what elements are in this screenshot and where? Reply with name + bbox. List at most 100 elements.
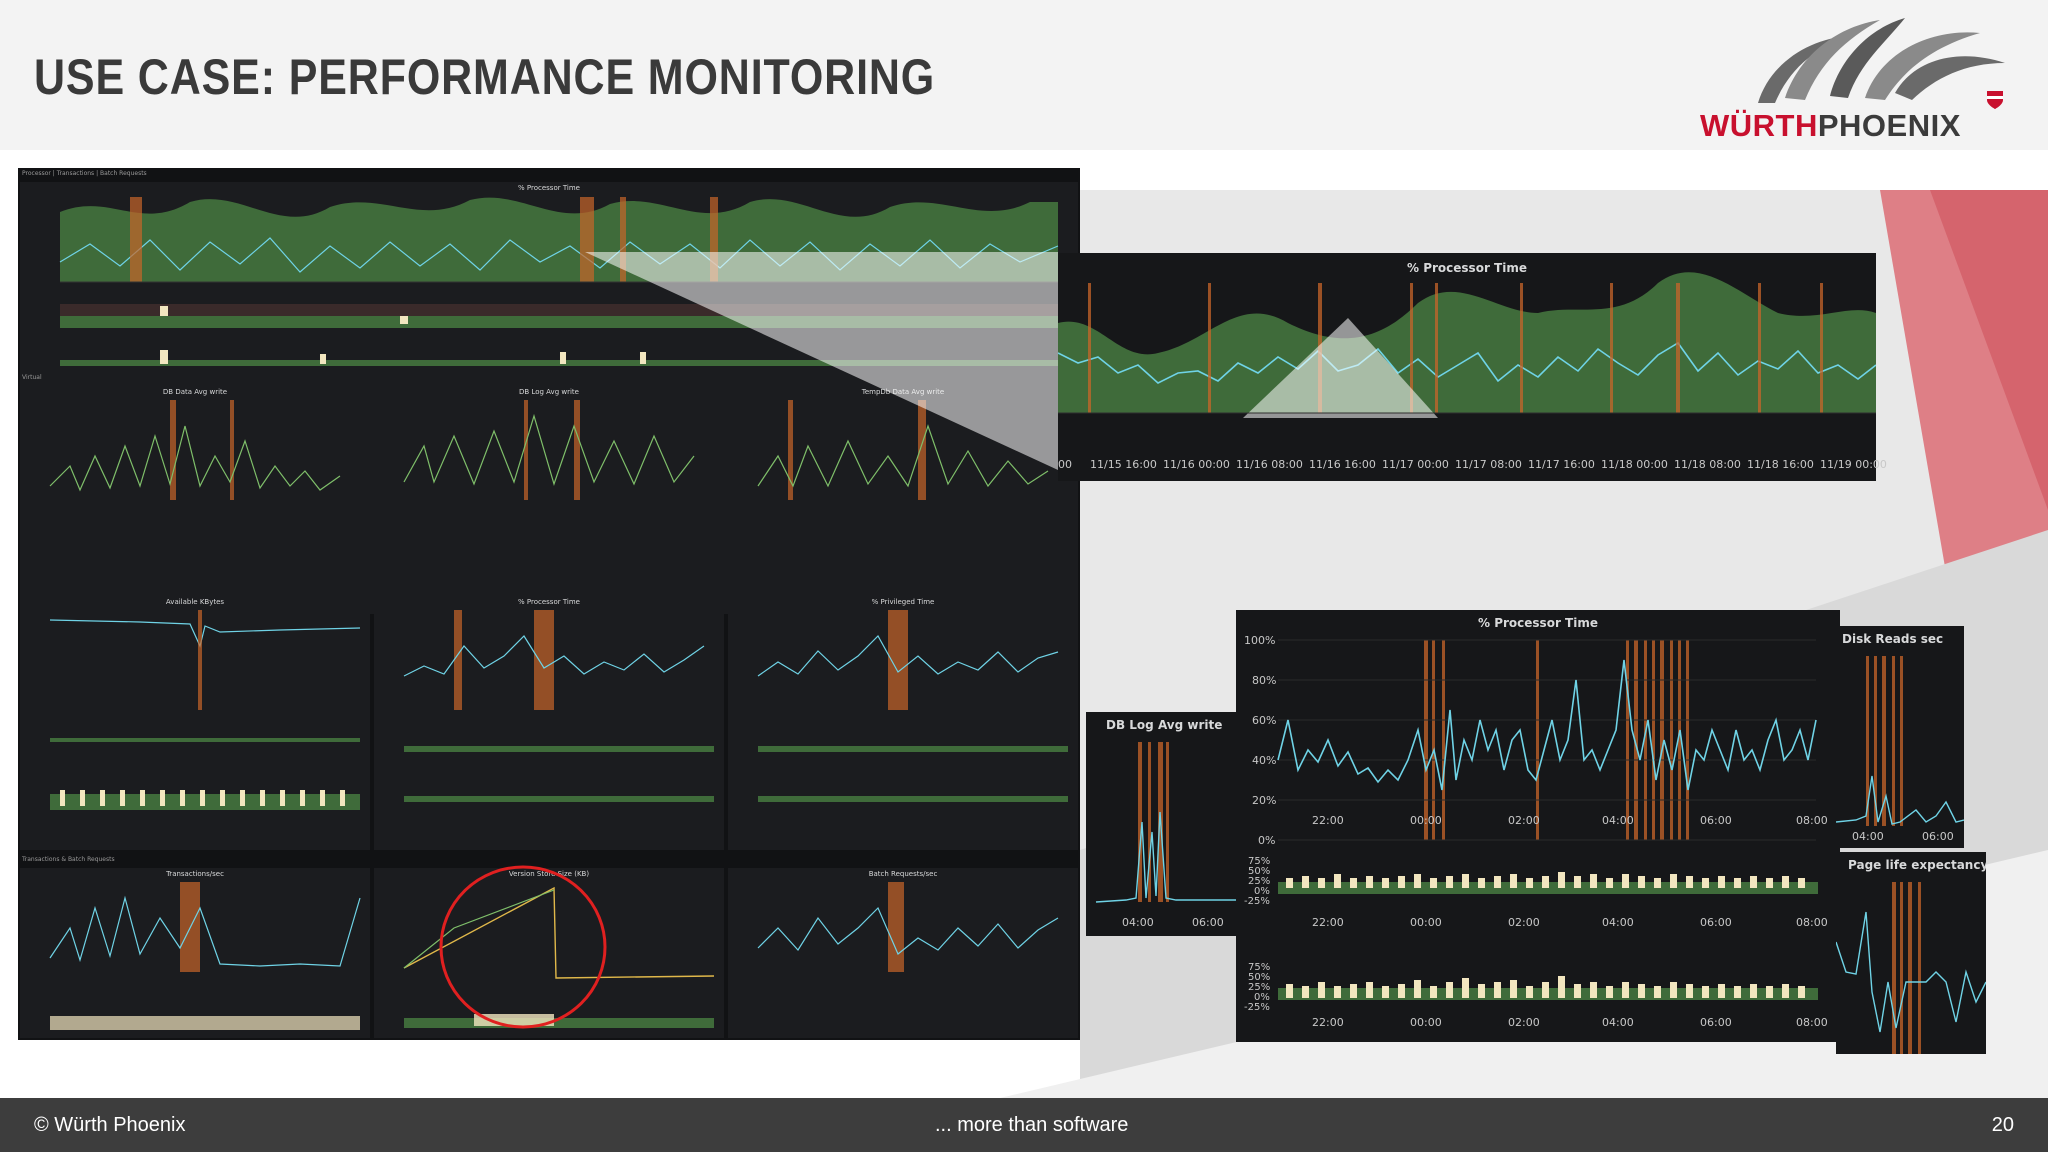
bar-y-tick: 50%: [1248, 866, 1271, 877]
db-log-graph: [403, 400, 695, 500]
zoom-top-x-axis: 00 11/15 16:00 11/16 00:00 11/16 08:00 1…: [1058, 458, 1887, 478]
section-label-processor: Processor | Transactions | Batch Request…: [22, 170, 147, 177]
panel-title: Available KBytes: [165, 598, 225, 606]
x-tick: 06:00: [1192, 916, 1224, 929]
available-kbytes-graph: [49, 610, 361, 810]
panel-privileged-time: % Privileged Time: [728, 596, 1078, 850]
brand-wordmark: WÜRTHPHOENIX: [1700, 108, 1961, 144]
x-tick: 06:00: [1922, 830, 1954, 843]
header-bar: [0, 0, 2048, 150]
privileged-time-graph: [757, 610, 1068, 802]
y-tick: 20%: [1252, 794, 1277, 807]
bar-y-tick: 0%: [1254, 886, 1270, 897]
zoom-processor-graph: [1058, 272, 1876, 418]
footer-copyright: © Würth Phoenix: [34, 1114, 186, 1136]
x-tick: 00:00: [1410, 814, 1442, 827]
panel-db-log-avg-write: DB Log Avg write: [374, 386, 724, 512]
panel-title: Transactions/sec: [166, 870, 224, 878]
x-tick: 11/15 16:00: [1090, 458, 1157, 471]
bar-y-tick: 75%: [1248, 962, 1271, 973]
y-tick: 60%: [1252, 714, 1277, 727]
grafana-dashboard-screenshot: Processor | Transactions | Batch Request…: [18, 168, 1080, 1040]
panel-transactions-sec: Transactions/sec: [20, 868, 370, 1038]
x-tick: 11/16 00:00: [1163, 458, 1230, 471]
x-tick: 00:00: [1410, 1016, 1442, 1029]
x-tick: 22:00: [1312, 1016, 1344, 1029]
panel-title: DB Log Avg write: [1106, 718, 1223, 732]
side-panel-page-life-expectancy: Page life expectancy: [1836, 852, 1986, 1054]
x-tick: 00: [1058, 458, 1072, 471]
x-tick: 08:00: [1796, 1016, 1828, 1029]
x-tick: 11/17 16:00: [1528, 458, 1595, 471]
db-log-side-graph: [1095, 742, 1242, 903]
panel-version-store-size: Version Store Size (KB): [374, 868, 724, 1038]
side-panel-db-log-avg-write: DB Log Avg write 04:00 06:00: [1086, 712, 1242, 936]
palm-tree-icon: [1758, 18, 2005, 103]
slide-title: USE CASE: PERFORMANCE MONITORING: [34, 49, 936, 105]
x-tick: 04:00: [1852, 830, 1884, 843]
x-tick: 04:00: [1602, 1016, 1634, 1029]
bar-y-tick: -25%: [1244, 896, 1270, 907]
bar-y-tick: 25%: [1248, 876, 1271, 887]
y-tick: 80%: [1252, 674, 1277, 687]
panel-title: % Processor Time: [518, 598, 580, 606]
zoom-processor-2-graph: [1277, 639, 1818, 1000]
x-tick: 02:00: [1508, 916, 1540, 929]
x-tick: 06:00: [1700, 814, 1732, 827]
x-tick: 22:00: [1312, 814, 1344, 827]
footer-bar: © Würth Phoenix ... more than software 2…: [0, 1098, 2048, 1152]
x-tick: 11/19 00:00: [1820, 458, 1887, 471]
x-tick: 02:00: [1508, 1016, 1540, 1029]
brand-part-phoenix: PHOENIX: [1817, 108, 1961, 143]
x-tick: 11/18 08:00: [1674, 458, 1741, 471]
x-tick: 06:00: [1700, 1016, 1732, 1029]
footer-tagline: ... more than software: [935, 1114, 1129, 1136]
db-data-graph: [49, 400, 341, 500]
panel-title: % Processor Time: [518, 184, 580, 192]
panel-title: DB Data Avg write: [162, 388, 228, 396]
panel-title: TempDb Data Avg write: [861, 388, 945, 396]
disk-reads-graph: [1836, 656, 1964, 826]
bar-y-tick: 50%: [1248, 972, 1271, 983]
shield-icon: [1987, 91, 2003, 109]
zoom-panel-processor-time-2: % Processor Time 100% 80% 60%: [1236, 610, 1840, 1042]
y-tick: 40%: [1252, 754, 1277, 767]
x-tick: 11/17 00:00: [1382, 458, 1449, 471]
section-label-virtual: Virtual: [22, 374, 42, 381]
tempdb-graph: [757, 400, 1049, 500]
x-tick: 08:00: [1796, 814, 1828, 827]
panel-title: Disk Reads sec: [1842, 632, 1944, 646]
panel-db-data-avg-write: DB Data Avg write: [20, 386, 370, 512]
section-label-transactions: Transactions & Batch Requests: [22, 856, 115, 863]
panel-title: Page life expectancy: [1848, 858, 1986, 872]
x-tick: 02:00: [1508, 814, 1540, 827]
highlight-circle: [439, 865, 607, 1029]
x-tick: 11/18 16:00: [1747, 458, 1814, 471]
x-tick: 11/16 08:00: [1236, 458, 1303, 471]
panel-available-kbytes: Available KBytes: [20, 596, 370, 850]
processor-time-2-graph: [403, 610, 714, 802]
side-panel-disk-reads-sec: Disk Reads sec 04:00 06:00: [1836, 626, 1964, 848]
x-tick: 11/16 16:00: [1309, 458, 1376, 471]
page-number: 20: [1991, 1114, 2014, 1136]
transactions-graph: [49, 882, 361, 1030]
batch-requests-graph: [757, 882, 1059, 972]
bar-y-tick: 75%: [1248, 856, 1271, 867]
panel-title: % Privileged Time: [871, 598, 935, 606]
zoom-title: % Processor Time: [1407, 261, 1527, 275]
panel-tempdb-data-avg-write: TempDb Data Avg write: [728, 386, 1078, 512]
brand-part-wurth: WÜRTH: [1700, 108, 1818, 143]
x-tick: 04:00: [1122, 916, 1154, 929]
x-tick: 04:00: [1602, 814, 1634, 827]
bar-y-tick: 0%: [1254, 992, 1270, 1003]
zoom-title: % Processor Time: [1478, 616, 1598, 630]
panel-title: Version Store Size (KB): [508, 870, 590, 878]
bar-y-tick: 25%: [1248, 982, 1271, 993]
page-life-graph: [1836, 882, 1986, 1054]
panel-processor-time-2: % Processor Time: [374, 596, 724, 850]
x-tick: 00:00: [1410, 916, 1442, 929]
zoom-panel-processor-time: % Processor Time: [1058, 253, 1876, 481]
x-tick: 08:00: [1796, 916, 1828, 929]
x-tick: 11/17 08:00: [1455, 458, 1522, 471]
